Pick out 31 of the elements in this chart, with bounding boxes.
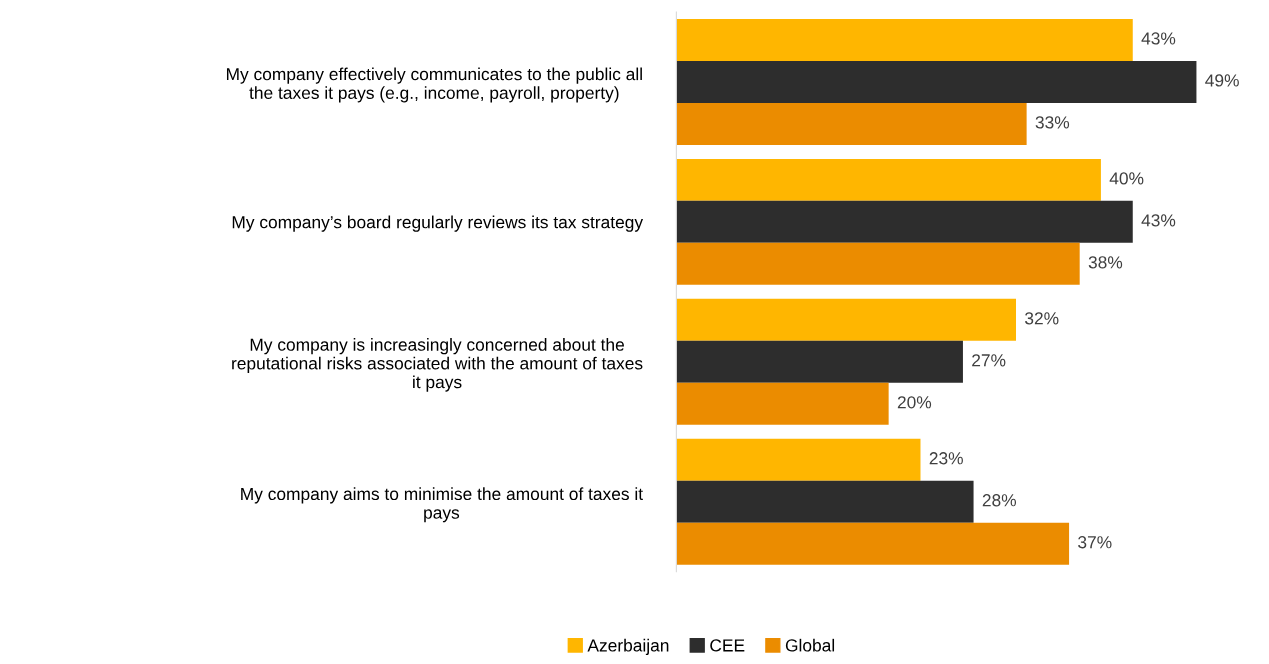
- bar: [676, 242, 1080, 285]
- data-label: 32%: [1025, 312, 1059, 325]
- data-label: 49%: [1205, 74, 1239, 87]
- bar: [676, 438, 921, 481]
- data-label: 23%: [929, 452, 963, 465]
- legend-label: Azerbaijan: [587, 638, 669, 656]
- data-label: 40%: [1109, 172, 1144, 185]
- data-label: 27%: [972, 354, 1006, 367]
- bar: [676, 200, 1133, 243]
- y-tick-label: My company is increasingly concerned about the reputational risks associated with the amount of taxes it pays: [232, 338, 643, 392]
- y-tick-label: My company aims to minimise the amount of taxes it pays: [241, 487, 643, 523]
- bar: [676, 158, 1101, 201]
- data-label: 38%: [1088, 256, 1123, 269]
- data-label: 20%: [897, 396, 932, 409]
- bar: [676, 382, 889, 425]
- bar: [676, 102, 1027, 145]
- bar: [676, 340, 963, 383]
- bar: [676, 298, 1017, 341]
- bar: [676, 480, 974, 523]
- data-label: 28%: [982, 494, 1017, 507]
- data-label: 43%: [1141, 214, 1176, 227]
- data-label: 33%: [1035, 116, 1070, 129]
- data-label: 43%: [1141, 32, 1176, 45]
- bar: [676, 18, 1133, 61]
- bar: [676, 60, 1197, 103]
- legend-label: Global: [785, 638, 835, 652]
- legend-label: CEE: [710, 639, 745, 652]
- y-tick-label: My company effectively communicates to the public all the taxes it pays (e.g., income, payroll, property): [226, 67, 642, 103]
- bar: [676, 522, 1070, 565]
- data-label: 37%: [1078, 536, 1112, 549]
- y-tick-label: My company’s board regularly reviews its tax strategy: [232, 215, 644, 232]
